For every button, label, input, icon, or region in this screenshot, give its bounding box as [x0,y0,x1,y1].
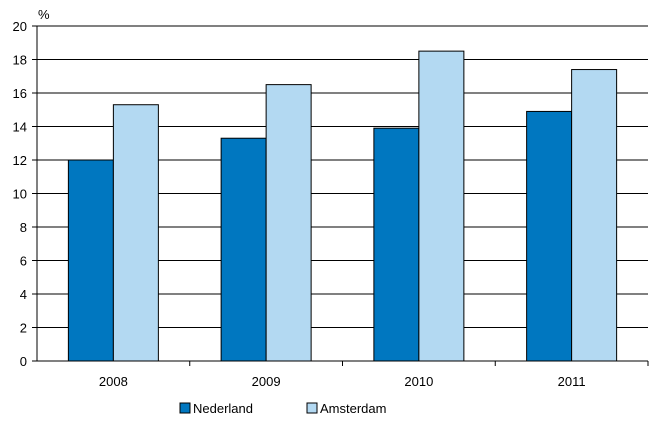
legend-label-nederland: Nederland [193,401,253,416]
bar-amsterdam-2011 [571,69,618,362]
y-tick-label: 14 [13,120,27,135]
legend-label-amsterdam: Amsterdam [320,401,386,416]
x-tick-label-2008: 2008 [99,374,128,389]
bars [67,50,618,362]
y-tick-label: 4 [20,287,27,302]
bar-amsterdam-2010 [418,50,465,362]
y-tick-label: 20 [13,19,27,34]
bar-amsterdam-2009 [265,84,312,362]
y-axis-unit-label: % [38,7,50,22]
bar-nederland-2010 [373,127,420,362]
axes: 0 2 4 6 8 10 12 14 16 18 20 2008 2009 2010 2011 [13,19,649,389]
x-tick-label-2009: 2009 [252,374,281,389]
bar-nederland-2011 [526,110,573,362]
y-tick-label: 2 [20,321,27,336]
y-tick-label: 16 [13,86,27,101]
legend-swatch-nederland [179,402,191,414]
bar-nederland-2009 [220,137,267,362]
legend: Nederland Amsterdam [179,401,386,416]
y-tick-label: 6 [20,254,27,269]
y-tick-label: 12 [13,153,27,168]
x-tick-label-2011: 2011 [558,374,586,389]
bar-nederland-2008 [67,159,114,362]
y-tick-label: 0 [20,354,27,369]
legend-swatch-amsterdam [306,402,318,414]
bar-amsterdam-2008 [112,104,159,362]
y-tick-label: 18 [13,53,27,68]
y-tick-label: 8 [20,220,27,235]
x-tick-label-2010: 2010 [404,374,433,389]
y-tick-label: 10 [13,187,27,202]
